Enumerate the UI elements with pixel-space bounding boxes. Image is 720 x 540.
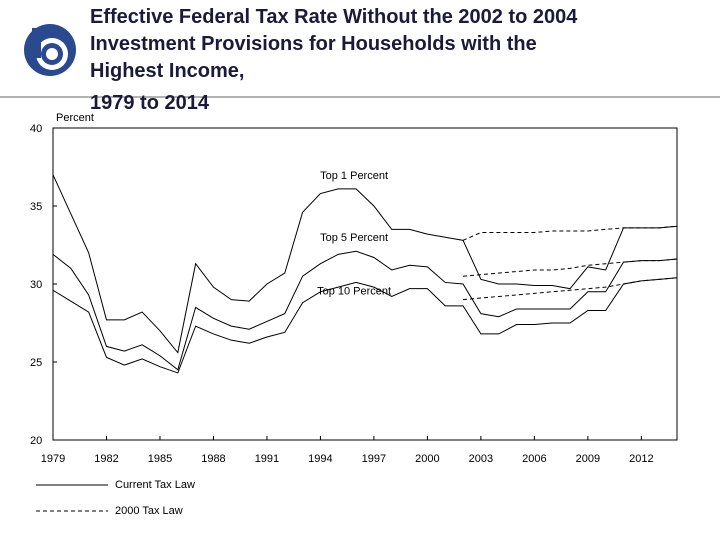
title-line: Highest Income, [90, 60, 244, 82]
title-line: Investment Provisions for Households wit… [90, 33, 537, 55]
x-tick-label: 2000 [415, 453, 439, 465]
x-tick-label: 1982 [94, 453, 118, 465]
x-tick-label: 1979 [41, 453, 65, 465]
legend-label: Current Tax Law [115, 479, 195, 491]
y-tick-label: 35 [30, 201, 42, 213]
series-label: Top 1 Percent [320, 170, 388, 182]
line-current-law [52, 174, 678, 354]
x-tick-label: 2009 [576, 453, 600, 465]
x-tick-label: 1991 [255, 453, 279, 465]
y-tick-label: 25 [30, 357, 42, 369]
title-line: Effective Federal Tax Rate Without the 2… [90, 6, 578, 28]
series-label: Top 10 Percent [317, 285, 391, 297]
logo [24, 24, 76, 76]
line-current-law [52, 250, 678, 371]
x-tick-label: 2012 [629, 453, 653, 465]
x-tick-label: 1985 [148, 453, 172, 465]
line-current-law [52, 277, 678, 374]
x-tick-label: 2003 [469, 453, 493, 465]
y-tick-label: 40 [30, 123, 42, 135]
series-label: Top 5 Percent [320, 232, 388, 244]
legend-label: 2000 Tax Law [115, 505, 183, 517]
x-tick-label: 1994 [308, 453, 332, 465]
y-tick-label: 20 [30, 435, 42, 447]
line-2000-law [463, 277, 678, 301]
line-2000-law [463, 258, 678, 277]
x-tick-label: 1997 [362, 453, 386, 465]
y-axis-label: Percent [56, 112, 94, 124]
line-2000-law [462, 225, 678, 241]
title-line: 1979 to 2014 [90, 92, 210, 114]
x-tick-label: 1988 [201, 453, 225, 465]
y-tick-label: 30 [30, 279, 42, 291]
x-tick-label: 2006 [522, 453, 546, 465]
